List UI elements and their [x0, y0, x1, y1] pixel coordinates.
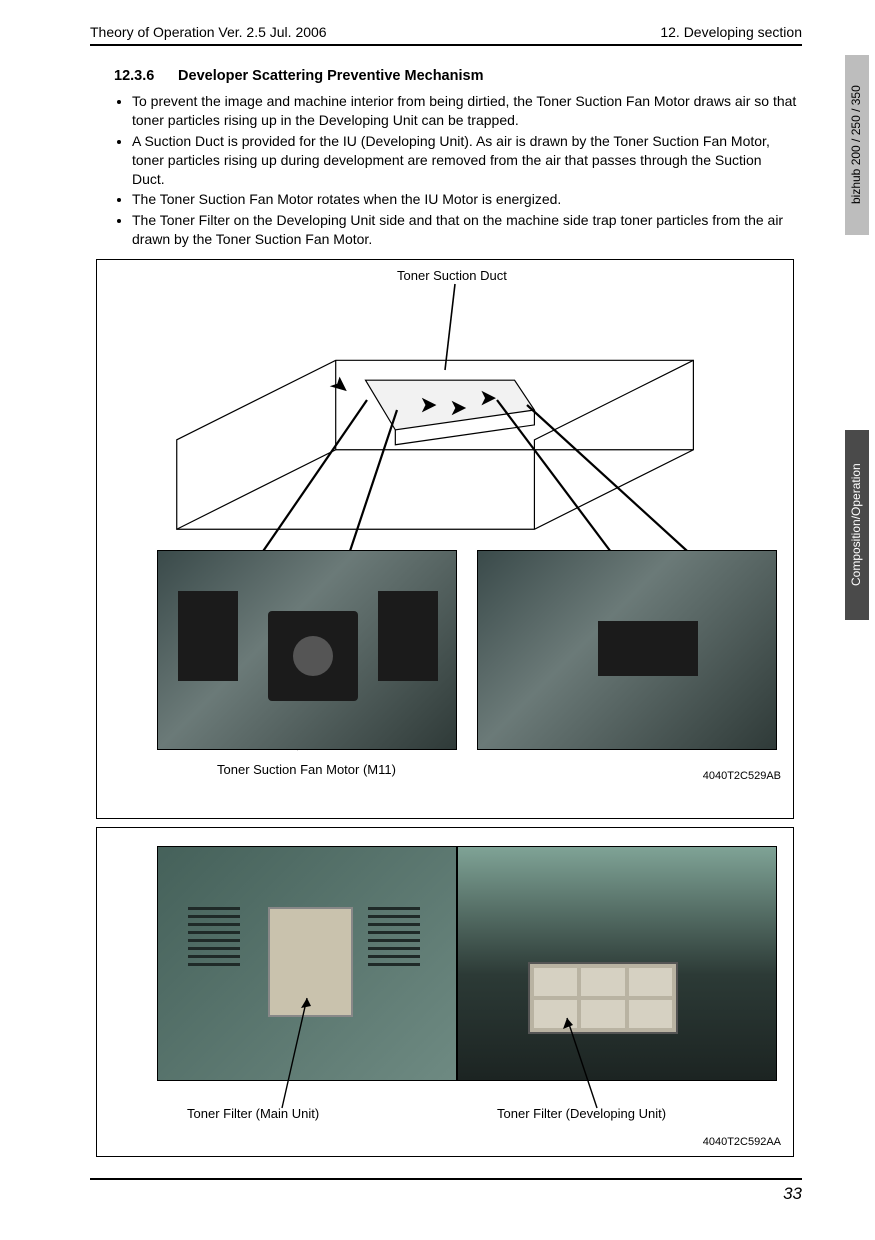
list-item: The Toner Filter on the Developing Unit …	[132, 211, 798, 249]
figure-1: Toner Suction Duct Toner Suction Fan Mot…	[96, 259, 794, 819]
list-item: To prevent the image and machine interio…	[132, 92, 798, 130]
bullet-list: To prevent the image and machine interio…	[132, 92, 802, 249]
photo-filter-main	[157, 846, 457, 1081]
page-header: Theory of Operation Ver. 2.5 Jul. 2006 1…	[90, 24, 802, 46]
list-item: A Suction Duct is provided for the IU (D…	[132, 132, 798, 189]
photo-fan-motor	[157, 550, 457, 750]
page-number: 33	[783, 1184, 802, 1203]
header-right: 12. Developing section	[660, 24, 802, 40]
section-number: 12.3.6	[114, 68, 174, 84]
label-filter-dev: Toner Filter (Developing Unit)	[497, 1106, 666, 1121]
side-tab-chapter: Composition/Operation	[845, 430, 869, 620]
figure-code-1: 4040T2C529AB	[703, 770, 781, 782]
section-heading: 12.3.6 Developer Scattering Preventive M…	[114, 68, 802, 84]
label-fan-motor: Toner Suction Fan Motor (M11)	[217, 762, 396, 777]
header-left: Theory of Operation Ver. 2.5 Jul. 2006	[90, 24, 327, 40]
photo-filter-dev	[457, 846, 777, 1081]
side-tab-model: bizhub 200 / 250 / 350	[845, 55, 869, 235]
figure-2: Toner Filter (Main Unit) Toner Filter (D…	[96, 827, 794, 1157]
page-footer: 33	[90, 1178, 802, 1204]
figure-code-2: 4040T2C592AA	[703, 1136, 781, 1148]
photo-duct-interior	[477, 550, 777, 750]
label-filter-main: Toner Filter (Main Unit)	[187, 1106, 319, 1121]
label-toner-suction-duct: Toner Suction Duct	[397, 268, 507, 283]
page-content: Theory of Operation Ver. 2.5 Jul. 2006 1…	[90, 24, 802, 1157]
section-title: Developer Scattering Preventive Mechanis…	[178, 68, 483, 84]
list-item: The Toner Suction Fan Motor rotates when…	[132, 190, 798, 209]
diagram-isometric	[137, 280, 753, 540]
